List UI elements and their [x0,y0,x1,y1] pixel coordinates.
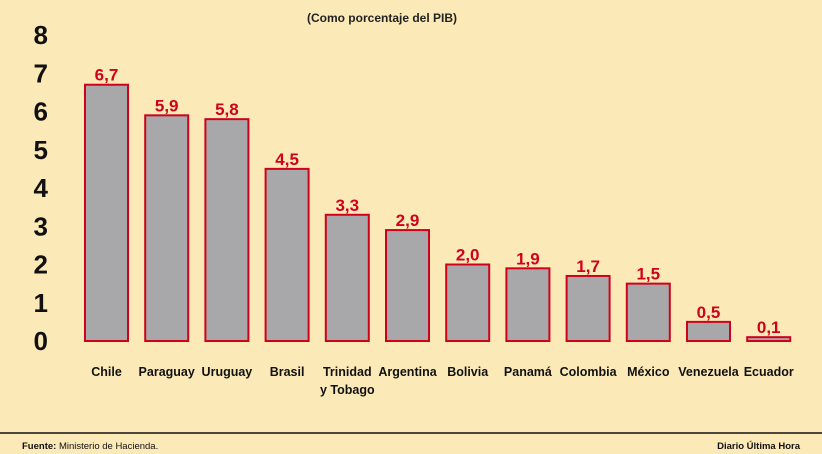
y-tick-label: 6 [34,97,48,127]
category-label-line: México [627,365,670,379]
bar-value-label: 3,3 [335,196,359,215]
bar-value-label: 2,0 [456,246,480,265]
bar-value-label: 0,1 [757,318,781,337]
y-tick-label: 2 [34,250,48,280]
bar-value-label: 0,5 [697,303,721,322]
category-label: Uruguay [202,365,253,379]
value-labels: 6,7 5,9 5,8 4,5 3,3 2,9 2,0 1,9 1,7 1,5 0,5 0,1 [95,66,781,337]
category-label-line: y Tobago [320,383,375,397]
bar [686,320,731,342]
bar-value-label: 2,9 [396,211,420,230]
footer-source: Fuente: Ministerio de Hacienda. [22,441,158,452]
bar-value-label: 4,5 [275,150,299,169]
y-tick-label: 3 [34,211,48,241]
category-label-line: Argentina [378,365,437,379]
bar [264,167,310,342]
bar [445,263,491,342]
category-label: Argentina [378,365,437,379]
footer-source-label: Fuente: [22,441,56,452]
category-label-line: Panamá [504,365,552,379]
chart-subtitle: (Como porcentaje del PIB) [307,11,457,25]
category-labels: Chile Paraguay Uruguay Brasil Trinidad y Toba… [91,365,794,397]
category-label: México [627,365,670,379]
category-label: Chile [91,365,122,379]
category-label-line: Chile [91,365,122,379]
bar [324,213,370,342]
y-tick-label: 4 [34,173,49,203]
bar [144,114,190,342]
category-label-line: Trinidad [323,365,372,379]
bar [84,83,129,342]
footer-source-text: Ministerio de Hacienda. [56,441,158,452]
category-label: Ecuador [744,365,794,379]
y-tick-label: 1 [34,288,48,318]
footer-credit: Diario Última Hora [717,440,801,452]
category-label: Brasil [270,365,305,379]
category-label: Venezuela [678,365,739,379]
bar [625,282,671,342]
category-label: Bolivia [447,365,489,379]
bar [505,267,551,343]
bar [385,229,430,342]
y-tick-label: 0 [34,326,48,356]
bar-value-label: 6,7 [95,66,119,85]
category-label: Trinidad y Tobago [320,365,375,397]
category-label-line: Ecuador [744,365,794,379]
category-label-line: Brasil [270,365,305,379]
bar-value-label: 1,9 [516,249,540,268]
category-label-line: Bolivia [447,365,489,379]
bar [746,336,792,342]
bar-value-label: 1,7 [576,257,600,276]
bar [204,118,250,343]
category-label-line: Colombia [560,365,618,379]
y-tick-label: 5 [34,135,48,165]
category-label: Colombia [560,365,618,379]
category-label-line: Venezuela [678,365,739,379]
y-tick-label: 8 [34,20,48,50]
category-label: Paraguay [139,365,195,379]
bar-value-label: 5,8 [215,100,239,119]
category-label-line: Paraguay [139,365,195,379]
category-label-line: Uruguay [202,365,253,379]
bar [565,274,611,343]
bar-value-label: 5,9 [155,96,179,115]
y-axis: 0 1 2 3 4 5 6 7 8 [34,20,49,356]
y-tick-label: 7 [34,58,48,88]
bars [84,83,792,343]
bar-value-label: 1,5 [636,265,660,284]
category-label: Panamá [504,365,552,379]
